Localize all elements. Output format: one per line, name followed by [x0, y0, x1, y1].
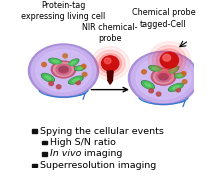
- Ellipse shape: [156, 71, 171, 82]
- Circle shape: [104, 58, 111, 64]
- Ellipse shape: [70, 77, 82, 84]
- FancyBboxPatch shape: [42, 152, 46, 156]
- Circle shape: [156, 92, 161, 96]
- Ellipse shape: [56, 64, 71, 75]
- Circle shape: [182, 80, 187, 84]
- FancyBboxPatch shape: [32, 164, 37, 167]
- Circle shape: [95, 50, 125, 77]
- Ellipse shape: [52, 60, 58, 63]
- Circle shape: [148, 42, 190, 79]
- Ellipse shape: [75, 66, 85, 70]
- Ellipse shape: [170, 84, 182, 91]
- Ellipse shape: [128, 51, 199, 105]
- Circle shape: [149, 89, 154, 93]
- Polygon shape: [107, 71, 113, 80]
- Ellipse shape: [145, 83, 151, 87]
- Ellipse shape: [75, 66, 84, 70]
- Ellipse shape: [172, 86, 179, 89]
- Ellipse shape: [69, 76, 83, 84]
- Ellipse shape: [150, 66, 161, 71]
- Circle shape: [152, 45, 186, 75]
- FancyBboxPatch shape: [32, 129, 37, 133]
- Ellipse shape: [36, 50, 91, 92]
- Circle shape: [102, 57, 118, 70]
- Ellipse shape: [31, 46, 96, 95]
- Text: Chemical probe
tagged-Cell: Chemical probe tagged-Cell: [132, 8, 195, 29]
- Circle shape: [76, 81, 80, 84]
- Polygon shape: [108, 80, 113, 84]
- Ellipse shape: [169, 67, 178, 73]
- Ellipse shape: [175, 73, 185, 78]
- Ellipse shape: [168, 66, 179, 74]
- Ellipse shape: [175, 74, 184, 77]
- Circle shape: [181, 72, 186, 76]
- FancyBboxPatch shape: [42, 141, 46, 144]
- Text: In vivo: In vivo: [49, 149, 81, 158]
- Ellipse shape: [51, 61, 76, 78]
- Circle shape: [156, 49, 182, 71]
- Ellipse shape: [159, 74, 168, 80]
- Circle shape: [56, 85, 61, 89]
- Circle shape: [82, 72, 87, 76]
- Ellipse shape: [41, 74, 54, 82]
- Circle shape: [163, 54, 171, 61]
- Ellipse shape: [171, 68, 176, 72]
- Ellipse shape: [169, 84, 183, 91]
- Ellipse shape: [69, 60, 78, 66]
- Circle shape: [160, 52, 178, 68]
- Circle shape: [49, 82, 54, 86]
- Ellipse shape: [152, 67, 158, 70]
- Text: Spying the cellular events: Spying the cellular events: [40, 127, 163, 136]
- Ellipse shape: [142, 81, 154, 88]
- Ellipse shape: [54, 63, 74, 76]
- Circle shape: [142, 70, 146, 74]
- Ellipse shape: [28, 44, 99, 97]
- Text: Protein-tag
expressing living cell: Protein-tag expressing living cell: [22, 1, 106, 21]
- Circle shape: [176, 88, 180, 92]
- Text: High S/N ratio: High S/N ratio: [49, 138, 115, 147]
- Ellipse shape: [131, 53, 196, 103]
- Circle shape: [91, 47, 129, 80]
- Ellipse shape: [141, 81, 154, 89]
- Ellipse shape: [49, 58, 62, 64]
- Circle shape: [163, 61, 167, 65]
- Ellipse shape: [151, 68, 176, 85]
- Ellipse shape: [72, 78, 79, 82]
- Ellipse shape: [42, 74, 54, 81]
- Text: Superresolution imaging: Superresolution imaging: [40, 161, 156, 170]
- Circle shape: [160, 52, 178, 68]
- Circle shape: [81, 64, 86, 68]
- Ellipse shape: [71, 61, 76, 64]
- Ellipse shape: [77, 67, 82, 69]
- Ellipse shape: [177, 75, 182, 76]
- Circle shape: [63, 54, 68, 58]
- Text: imaging: imaging: [81, 149, 122, 158]
- Ellipse shape: [136, 57, 191, 99]
- Ellipse shape: [68, 59, 79, 67]
- Ellipse shape: [149, 66, 162, 71]
- Circle shape: [99, 53, 121, 73]
- Ellipse shape: [59, 66, 68, 73]
- Ellipse shape: [154, 70, 174, 84]
- Ellipse shape: [50, 59, 61, 64]
- Circle shape: [101, 56, 119, 71]
- Text: NIR chemical-
probe: NIR chemical- probe: [82, 23, 138, 43]
- Ellipse shape: [45, 76, 51, 79]
- Circle shape: [42, 63, 46, 67]
